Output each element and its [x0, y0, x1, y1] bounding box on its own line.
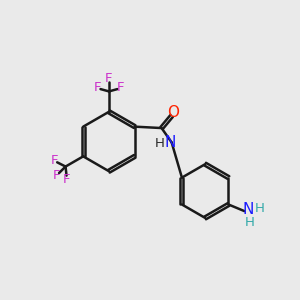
Text: F: F — [105, 72, 113, 86]
Text: F: F — [117, 81, 124, 94]
Text: F: F — [52, 169, 60, 182]
Text: N: N — [165, 135, 176, 150]
Text: H: H — [254, 202, 264, 215]
Text: F: F — [51, 154, 58, 167]
Text: H: H — [155, 136, 165, 149]
Text: H: H — [245, 216, 255, 229]
Text: F: F — [63, 172, 70, 185]
Text: O: O — [167, 105, 179, 120]
Text: N: N — [242, 202, 254, 217]
Text: F: F — [93, 81, 101, 94]
